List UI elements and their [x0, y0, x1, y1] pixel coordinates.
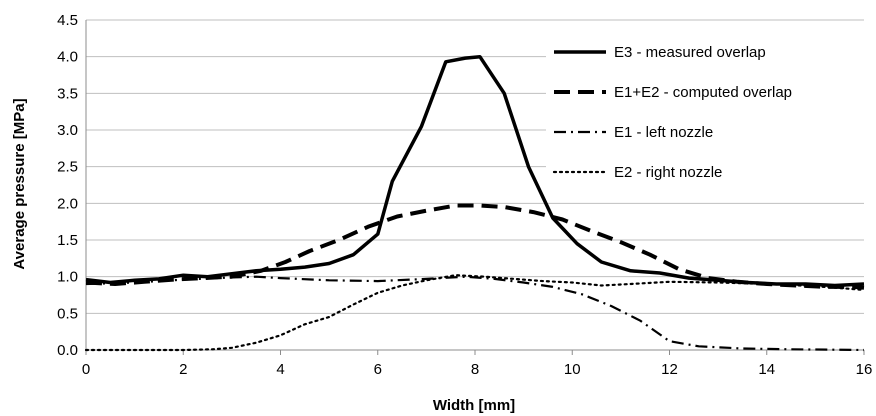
y-tick-label: 0.5 — [57, 305, 78, 322]
legend-background — [546, 34, 870, 186]
x-tick-label: 14 — [758, 361, 775, 378]
legend-label-4: E2 - right nozzle — [614, 164, 722, 181]
y-tick-label: 4.5 — [57, 12, 78, 29]
legend: E3 - measured overlap E1+E2 - computed ov… — [546, 34, 870, 186]
series-line-2 — [85, 203, 865, 290]
tick-labels: 0.0 0.5 1.0 1.5 2.0 2.5 3.0 3.5 4.0 4.5 0 2 4 6 8 10 12 1… — [57, 12, 872, 378]
y-tick-label: 4.0 — [57, 49, 78, 66]
y-axis-title: Average pressure [MPa] — [11, 98, 28, 269]
y-tick-label: 2.5 — [57, 159, 78, 176]
legend-label-2: E1+E2 - computed overlap — [614, 84, 792, 101]
x-tick-label: 0 — [82, 361, 90, 378]
y-tick-label: 1.5 — [57, 232, 78, 249]
axes — [85, 20, 865, 355]
legend-label-3: E1 - left nozzle — [614, 124, 713, 141]
series-line-3 — [85, 275, 865, 352]
x-tick-label: 2 — [179, 361, 187, 378]
x-tick-label: 8 — [471, 361, 479, 378]
series-lines — [84, 54, 866, 352]
legend-label-1: E3 - measured overlap — [614, 44, 766, 61]
x-tick-label: 10 — [564, 361, 581, 378]
series-line-4 — [84, 274, 866, 352]
y-tick-label: 3.0 — [57, 122, 78, 139]
y-tick-label: 0.0 — [57, 342, 78, 359]
x-tick-label: 4 — [276, 361, 284, 378]
x-tick-label: 6 — [374, 361, 382, 378]
y-tick-label: 2.0 — [57, 195, 78, 212]
x-axis-title: Width [mm] — [433, 397, 515, 414]
x-tick-label: 16 — [856, 361, 873, 378]
x-tick-label: 12 — [661, 361, 678, 378]
y-tick-label: 1.0 — [57, 269, 78, 286]
y-tick-label: 3.5 — [57, 85, 78, 102]
